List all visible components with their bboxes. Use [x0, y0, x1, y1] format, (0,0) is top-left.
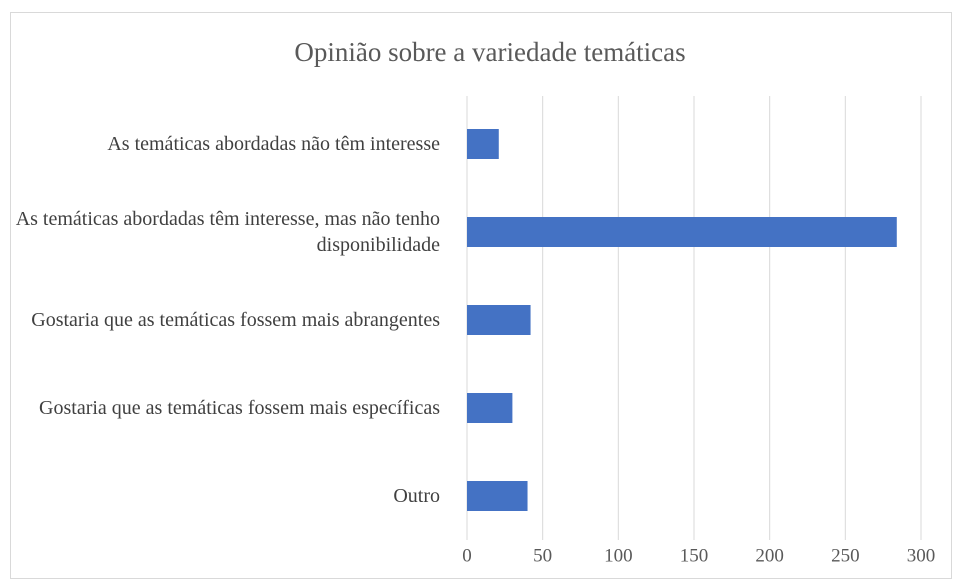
- bar: [467, 217, 897, 247]
- x-tick-label: 0: [462, 545, 472, 566]
- bar: [467, 129, 499, 159]
- y-tick-label: Outro: [393, 485, 440, 507]
- bar: [467, 393, 513, 423]
- x-tick-label: 300: [907, 545, 936, 566]
- x-tick-label: 200: [755, 545, 784, 566]
- y-tick-label: As temáticas abordadas não têm interesse: [107, 133, 440, 155]
- x-tick-label: 150: [680, 545, 709, 566]
- y-tick-label: As temáticas abordadas têm interesse, ma…: [15, 208, 440, 256]
- x-tick-label: 50: [533, 545, 552, 566]
- chart-title: Opinião sobre a variedade temáticas: [294, 37, 685, 67]
- y-tick-label: Gostaria que as temáticas fossem mais ab…: [31, 309, 440, 331]
- bar: [467, 305, 531, 335]
- x-tick-label: 250: [831, 545, 860, 566]
- bar: [467, 481, 528, 511]
- x-tick-label: 100: [604, 545, 633, 566]
- y-tick-label: Gostaria que as temáticas fossem mais es…: [39, 397, 440, 419]
